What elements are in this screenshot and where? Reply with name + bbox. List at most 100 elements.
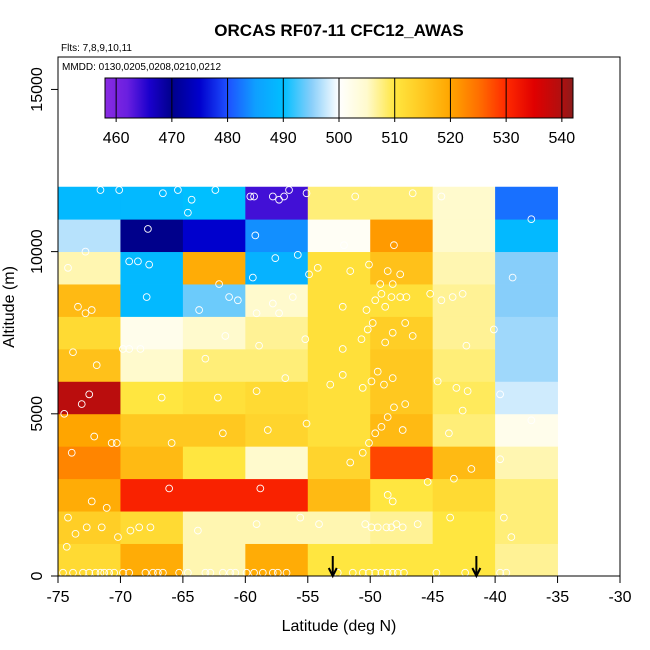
sample-marker: [107, 439, 116, 447]
sample-marker: [144, 225, 152, 233]
heatmap-cell: [120, 219, 184, 253]
heatmap-cell: [307, 543, 371, 577]
heatmap-cell: [120, 543, 184, 577]
sample-marker: [390, 241, 398, 249]
sample-marker: [225, 293, 233, 301]
sample-marker: [346, 458, 355, 467]
heatmap-cell: [495, 381, 558, 415]
sample-marker: [288, 293, 297, 301]
y-tick-label: 0: [29, 571, 46, 580]
heatmap-cell: [495, 446, 558, 480]
sample-marker: [357, 335, 366, 344]
sample-marker: [134, 257, 142, 266]
sample-marker: [377, 289, 386, 298]
sample-marker: [194, 526, 202, 535]
heatmap-cell: [307, 316, 371, 350]
sample-marker: [426, 289, 435, 298]
heatmap-cell: [182, 219, 246, 253]
heatmap-cell: [58, 478, 121, 512]
sample-marker: [252, 520, 261, 528]
heatmap-cell: [120, 381, 184, 415]
sample-marker: [64, 263, 72, 272]
heatmap-cell: [307, 251, 371, 285]
sample-marker: [387, 293, 396, 301]
flights-note: Flts: 7,8,9,10,11: [61, 43, 132, 54]
sample-marker: [268, 192, 277, 201]
sample-marker: [408, 332, 417, 340]
sample-marker: [462, 341, 471, 350]
heatmap-cell: [120, 446, 184, 480]
heatmap-cell: [245, 186, 309, 220]
colorbar-tick-label: 510: [381, 130, 408, 147]
y-tick-label: 15000: [29, 67, 46, 112]
sample-marker: [508, 273, 517, 282]
heatmap-cell: [120, 413, 184, 447]
sample-marker: [340, 241, 348, 249]
sample-marker: [302, 189, 311, 198]
heatmap-cell: [307, 284, 371, 317]
x-tick-label: -50: [359, 589, 382, 606]
sample-marker: [367, 523, 376, 532]
heatmap-cell: [432, 511, 496, 544]
sample-marker: [496, 390, 504, 399]
heatmap-cell: [182, 543, 246, 577]
colorbar-tick-label: 500: [326, 130, 353, 147]
sample-marker: [112, 439, 121, 447]
heatmap-cell: [370, 381, 434, 415]
sample-marker: [81, 309, 90, 318]
heatmap-cell: [432, 478, 496, 512]
sample-marker: [159, 189, 167, 198]
heatmap-cell: [120, 251, 184, 285]
sample-marker: [380, 380, 388, 389]
heatmap-cell: [370, 478, 434, 512]
sample-marker: [302, 419, 311, 428]
sample-marker: [296, 513, 305, 522]
sample-marker: [398, 426, 407, 434]
y-axis-label: Altitude (m): [1, 266, 18, 348]
sample-marker: [402, 293, 411, 301]
sample-marker: [433, 377, 442, 386]
sample-marker: [114, 533, 122, 541]
sample-marker: [142, 293, 151, 301]
heatmap-cell: [120, 186, 184, 220]
sample-marker: [338, 345, 347, 353]
sample-marker: [301, 335, 310, 344]
sample-marker: [408, 189, 417, 198]
heatmap-cell: [245, 413, 309, 447]
heatmap-cell: [370, 186, 434, 220]
heatmap-cell: [307, 381, 371, 415]
colorbar-tick-label: 460: [103, 130, 130, 147]
heatmap-cell: [370, 316, 434, 350]
sample-marker: [490, 325, 498, 334]
x-tick-label: -75: [46, 589, 69, 606]
y-tick-label: 10000: [29, 229, 46, 274]
heatmap-cell: [58, 348, 121, 382]
sample-marker: [102, 504, 111, 512]
x-tick-label: -65: [171, 589, 194, 606]
sample-marker: [256, 484, 265, 493]
sample-marker: [268, 299, 277, 308]
sample-marker: [392, 520, 401, 528]
sample-marker: [338, 302, 347, 311]
heatmap-cell: [495, 413, 558, 447]
heatmap-cell: [245, 219, 309, 253]
heatmap-cell: [182, 284, 246, 317]
heatmap-cell: [495, 511, 558, 544]
sample-marker: [125, 345, 134, 353]
x-tick-label: -55: [296, 589, 319, 606]
sample-marker: [125, 257, 134, 266]
x-tick-label: -60: [234, 589, 257, 606]
heatmap-cell: [307, 478, 371, 512]
chart-title: ORCAS RF07-11 CFC12_AWAS: [214, 21, 463, 40]
sample-marker: [507, 533, 516, 541]
heatmap-cell: [245, 316, 309, 350]
heatmap-cell: [182, 478, 246, 512]
heatmap-cell: [432, 219, 496, 253]
x-tick-label: -70: [109, 589, 132, 606]
sample-marker: [255, 341, 263, 350]
sample-marker: [383, 267, 392, 275]
sample-marker: [187, 195, 196, 204]
sample-marker: [285, 186, 293, 194]
heatmap-cell: [120, 316, 184, 350]
